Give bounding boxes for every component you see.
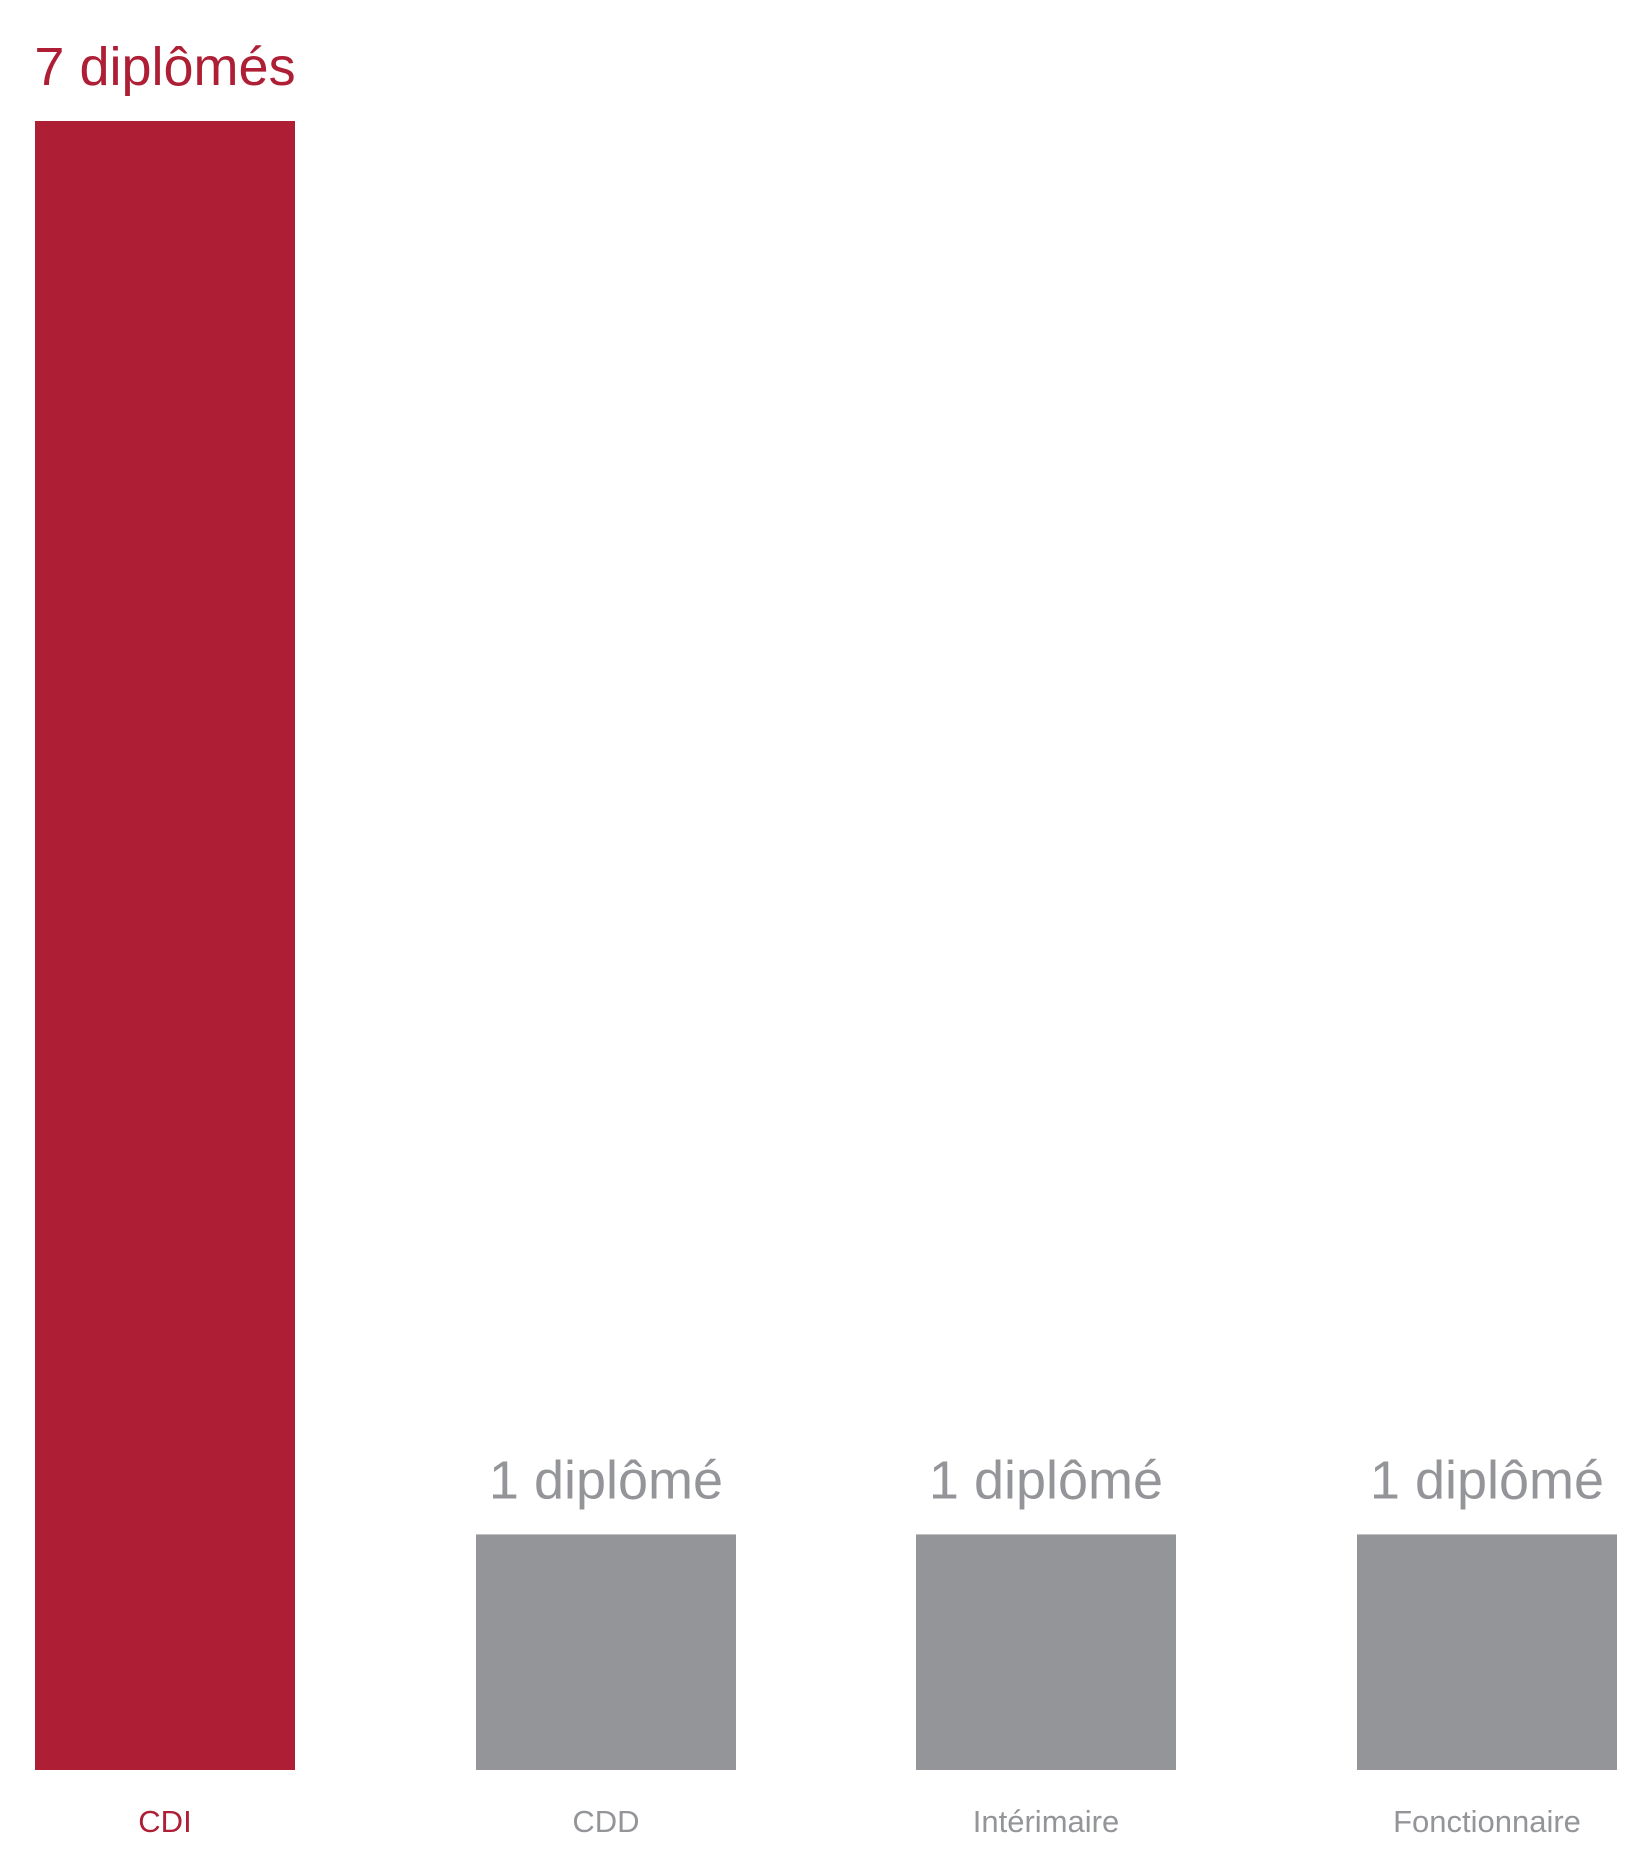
category-label-fonctionnaire: Fonctionnaire [1393, 1804, 1581, 1839]
bar-intérimaire [916, 1534, 1176, 1770]
category-label-cdi: CDI [138, 1804, 191, 1839]
data-label-fonctionnaire: 1 diplômé [1370, 1450, 1604, 1510]
category-label-cdd: CDD [572, 1804, 639, 1839]
bar-cdi [35, 121, 295, 1770]
category-label-intérimaire: Intérimaire [973, 1804, 1119, 1839]
data-label-cdi: 7 diplômés [34, 37, 295, 97]
bar-cdd [476, 1534, 736, 1770]
data-label-cdd: 1 diplômé [489, 1450, 723, 1510]
data-label-intérimaire: 1 diplômé [929, 1450, 1163, 1510]
bar-fonctionnaire [1357, 1534, 1617, 1770]
